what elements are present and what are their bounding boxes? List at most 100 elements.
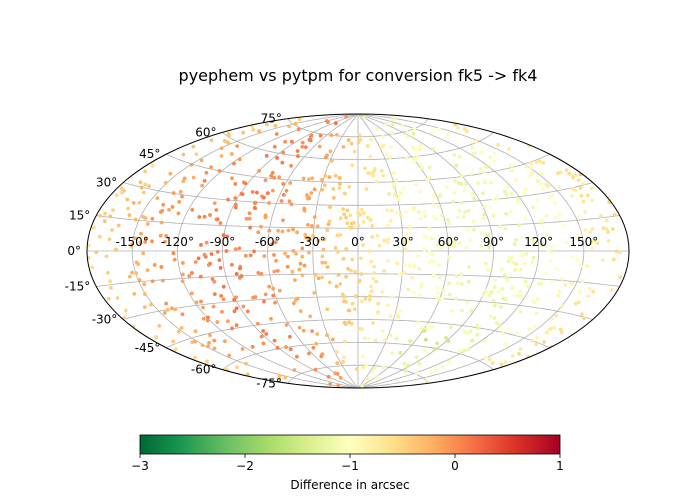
data-point bbox=[479, 231, 484, 235]
data-point bbox=[560, 276, 564, 281]
data-point bbox=[523, 187, 528, 191]
data-point bbox=[90, 265, 95, 270]
data-point bbox=[215, 320, 220, 324]
data-point bbox=[464, 245, 469, 250]
data-point bbox=[576, 178, 581, 183]
data-point bbox=[346, 138, 351, 142]
data-point bbox=[518, 347, 523, 351]
data-point bbox=[487, 162, 492, 167]
data-point bbox=[240, 347, 245, 351]
data-point bbox=[301, 328, 306, 333]
data-point bbox=[103, 211, 107, 216]
data-point bbox=[397, 272, 402, 277]
data-point bbox=[559, 170, 563, 175]
data-point bbox=[277, 373, 282, 378]
data-point bbox=[205, 359, 209, 364]
data-point bbox=[482, 212, 487, 217]
data-point bbox=[431, 194, 436, 198]
data-point bbox=[142, 292, 147, 296]
data-point bbox=[360, 299, 364, 304]
data-point bbox=[408, 339, 412, 344]
data-point bbox=[427, 165, 432, 170]
data-point bbox=[499, 305, 503, 309]
data-point bbox=[425, 178, 430, 182]
data-point bbox=[427, 250, 432, 255]
data-point bbox=[273, 240, 278, 245]
data-point bbox=[141, 251, 146, 256]
data-point bbox=[181, 179, 186, 184]
data-point bbox=[217, 169, 222, 173]
latitude-tick-label: -45° bbox=[135, 341, 161, 355]
data-point bbox=[435, 295, 439, 300]
data-point bbox=[460, 308, 464, 313]
data-point bbox=[300, 273, 305, 278]
colorbar-tick-label: −1 bbox=[341, 459, 359, 473]
data-point bbox=[386, 258, 391, 263]
data-point bbox=[498, 224, 503, 229]
longitude-tick-label: -60° bbox=[255, 235, 281, 249]
data-point bbox=[406, 287, 411, 292]
data-point bbox=[331, 187, 336, 191]
data-point bbox=[570, 193, 574, 198]
data-point bbox=[388, 218, 393, 223]
data-point bbox=[237, 157, 242, 162]
data-point bbox=[334, 349, 339, 354]
data-point bbox=[252, 249, 256, 254]
data-point bbox=[446, 221, 451, 226]
data-point bbox=[206, 315, 210, 320]
data-point bbox=[328, 205, 332, 210]
data-point bbox=[206, 344, 210, 349]
data-point bbox=[233, 196, 238, 200]
data-point bbox=[487, 357, 492, 362]
data-point bbox=[396, 314, 401, 319]
data-point bbox=[502, 189, 507, 194]
data-point bbox=[479, 150, 484, 155]
data-point bbox=[248, 253, 253, 258]
data-point bbox=[564, 168, 569, 173]
data-point bbox=[350, 225, 354, 230]
data-point bbox=[180, 312, 185, 317]
data-point bbox=[440, 213, 444, 217]
data-point bbox=[325, 228, 330, 233]
data-point bbox=[457, 208, 462, 213]
data-point bbox=[440, 364, 445, 369]
data-point bbox=[387, 191, 391, 196]
data-point bbox=[209, 138, 214, 143]
data-point bbox=[202, 214, 207, 219]
data-point bbox=[436, 291, 441, 295]
data-point bbox=[261, 341, 266, 346]
data-point bbox=[530, 260, 535, 264]
data-point bbox=[501, 296, 505, 301]
data-point bbox=[393, 193, 397, 197]
data-point bbox=[452, 153, 457, 158]
data-point bbox=[212, 279, 217, 284]
data-point bbox=[253, 295, 258, 299]
data-point bbox=[387, 155, 392, 160]
data-point bbox=[618, 275, 623, 279]
data-point bbox=[237, 246, 242, 251]
data-point bbox=[325, 307, 330, 312]
data-point bbox=[431, 202, 436, 207]
data-point bbox=[338, 216, 343, 221]
data-point bbox=[199, 299, 203, 304]
data-point bbox=[139, 231, 143, 236]
data-point bbox=[272, 269, 277, 274]
data-point bbox=[267, 228, 272, 233]
data-point bbox=[215, 217, 220, 222]
data-point bbox=[423, 348, 428, 353]
data-point bbox=[237, 275, 242, 280]
data-point bbox=[122, 315, 127, 320]
data-point bbox=[377, 243, 382, 248]
data-point bbox=[459, 282, 464, 286]
data-point bbox=[145, 222, 150, 226]
data-point bbox=[134, 271, 139, 276]
data-point bbox=[462, 329, 467, 334]
data-point bbox=[261, 329, 266, 333]
data-point bbox=[289, 202, 294, 207]
data-point bbox=[577, 214, 582, 219]
latitude-tick-label: 75° bbox=[261, 112, 282, 126]
parallel-line bbox=[222, 132, 494, 161]
data-point bbox=[386, 224, 390, 228]
data-point bbox=[447, 243, 452, 247]
data-point bbox=[111, 208, 115, 213]
